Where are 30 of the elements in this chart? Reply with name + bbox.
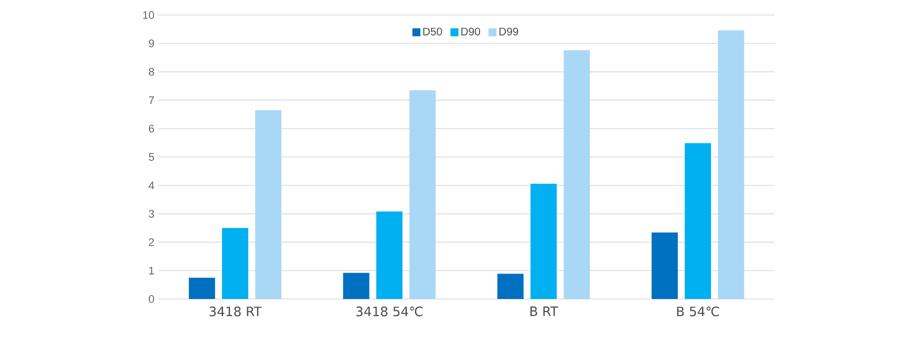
y-tick-label: 10	[143, 11, 154, 19]
bar	[188, 278, 216, 299]
y-tick-label: 3	[148, 210, 154, 218]
bar	[652, 232, 678, 299]
y-tick-label: 6	[148, 124, 154, 132]
bar	[222, 228, 248, 299]
y-tick-label: 7	[148, 96, 154, 104]
legend-label: D99	[499, 28, 518, 36]
y-tick-label: 5	[148, 153, 154, 161]
bar	[255, 110, 282, 299]
y-tick-label: 8	[148, 68, 154, 76]
bar	[376, 212, 402, 299]
bar	[564, 50, 590, 299]
bar	[343, 272, 370, 299]
x-tick-label: 3418 54℃	[356, 306, 422, 316]
legend-label: D50	[423, 28, 442, 36]
bar	[718, 30, 744, 299]
y-tick-label: 4	[148, 182, 154, 190]
x-tick-label: B RT	[530, 306, 558, 316]
bar	[409, 90, 436, 299]
x-tick-label: B 54℃	[677, 306, 719, 316]
x-tick-label: 3418 RT	[210, 306, 262, 316]
legend-label: D90	[461, 28, 480, 36]
bar	[684, 143, 711, 299]
y-tick-label: 9	[148, 40, 154, 48]
bar	[497, 274, 524, 299]
y-tick-label: 1	[149, 266, 154, 274]
bar	[530, 184, 557, 299]
y-tick-label: 2	[148, 238, 154, 246]
y-tick-label: 0	[148, 295, 154, 303]
